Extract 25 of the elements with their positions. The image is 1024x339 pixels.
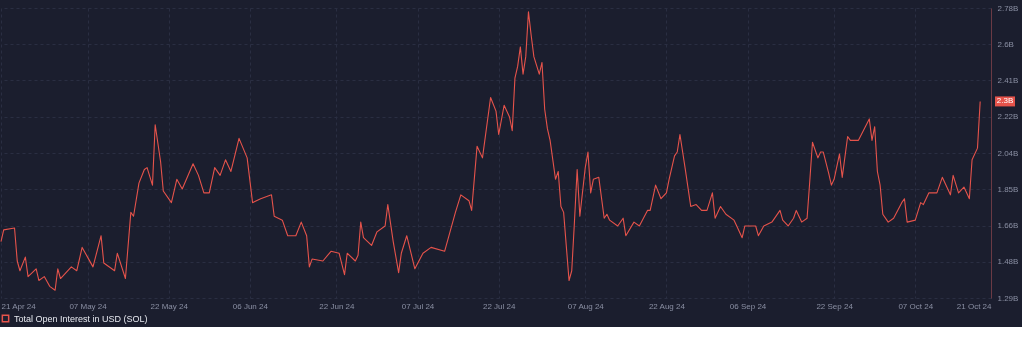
legend-label: Total Open Interest in USD (SOL) [14,313,148,324]
x-tick-label: 22 May 24 [150,301,189,311]
x-tick-label: 07 Aug 24 [567,301,605,311]
x-tick-label: 07 May 24 [69,301,108,311]
x-tick-label: 22 Aug 24 [648,301,686,311]
y-tick-label: 2.22B [997,112,1019,122]
y-tick-label: 1.48B [997,257,1019,267]
y-tick-label: 1.66B [997,221,1019,230]
y-tick-label: 1.85B [997,184,1019,194]
annotation: 2.3B [996,96,1014,106]
x-tick-label: 07 Oct 24 [898,301,934,311]
x-tick-label: 07 Jul 24 [401,301,435,311]
y-tick-label: 1.29B [997,293,1019,303]
line-series [0,11,981,291]
x-tick-label: 22 Jul 24 [482,301,516,311]
y-tick-label: 2.04B [997,148,1019,158]
x-tick-label: 06 Sep 24 [729,301,767,311]
y-tick-label: 2.6B [997,39,1014,49]
x-tick-label: 06 Jun 24 [232,301,269,311]
x-tick-label: 21 Oct 24 [956,301,993,311]
x-tick-label: 22 Sep 24 [816,301,854,311]
y-tick-label: 2.41B [997,76,1019,85]
x-tick-label: 22 Jun 24 [319,301,356,311]
x-tick-label: 21 Apr 24 [1,301,37,311]
y-tick-label: 2.78B [997,3,1019,13]
